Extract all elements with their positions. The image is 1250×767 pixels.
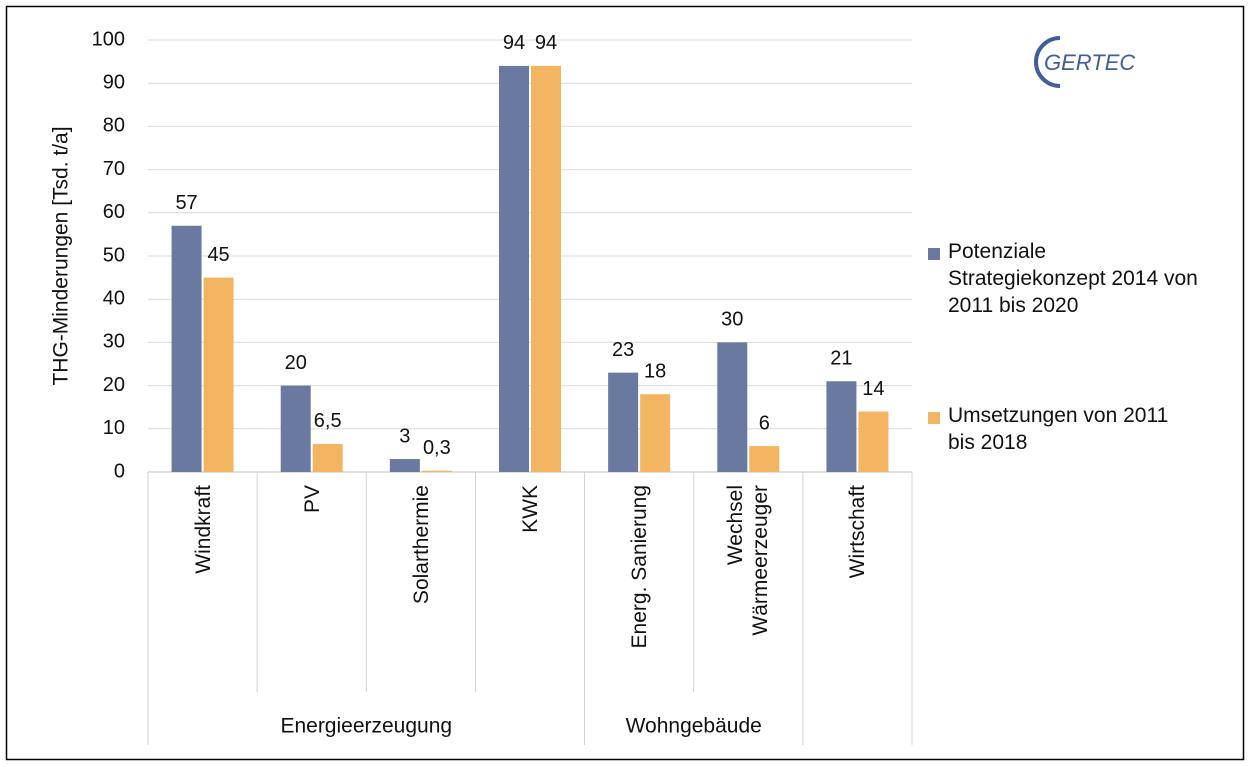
data-label: 94 <box>535 32 557 54</box>
bar <box>203 277 234 472</box>
x-tick-label: Wirtschaft <box>845 485 869 579</box>
legend-label: Potenziale Strategiekonzept 2014 von 201… <box>948 240 1198 317</box>
y-tick-label: 10 <box>103 417 125 439</box>
x-tick-label: PV <box>300 485 324 514</box>
x-tick-label: Energ. Sanierung <box>627 485 651 649</box>
data-label: 6,5 <box>314 410 342 432</box>
data-label: 30 <box>721 309 743 331</box>
logo: GERTEC <box>1044 50 1135 75</box>
bar <box>312 443 343 472</box>
frame <box>5 5 1245 761</box>
y-tick-label: 50 <box>103 244 125 266</box>
x-tick-label: Windkraft <box>191 485 215 574</box>
y-tick-label: 60 <box>103 201 125 223</box>
data-label: 45 <box>207 244 229 266</box>
x-tick-label: KWK <box>518 485 542 533</box>
data-label: 18 <box>644 361 666 383</box>
y-tick-label: 40 <box>103 287 125 309</box>
bar <box>640 394 671 472</box>
data-label: 6 <box>759 412 770 434</box>
data-label: 21 <box>830 348 852 370</box>
y-tick-label: 0 <box>114 460 125 482</box>
logo-arc <box>1034 36 1061 88</box>
bar <box>749 446 780 472</box>
data-label: 3 <box>399 425 410 447</box>
bar <box>531 65 561 473</box>
bar <box>499 65 529 473</box>
legend-swatch <box>928 248 940 260</box>
group-label: Wohngebäude <box>626 715 762 738</box>
y-axis-label: THG-Minderungen [Tsd. t/a] <box>50 126 73 385</box>
bar <box>171 225 202 472</box>
bar <box>717 342 748 472</box>
bar <box>421 470 452 472</box>
bar <box>858 411 889 472</box>
x-tick-label: Solarthermie <box>409 485 433 605</box>
y-tick-label: 30 <box>103 331 125 353</box>
data-label: 14 <box>862 378 884 400</box>
y-tick-label: 80 <box>103 115 125 137</box>
legend-label: Umsetzungen von 2011 bis 2018 <box>948 404 1169 454</box>
data-label: 57 <box>175 192 197 214</box>
y-tick-label: 90 <box>103 71 125 93</box>
y-tick-label: 100 <box>92 28 125 50</box>
data-label: 0,3 <box>423 437 451 459</box>
bar <box>826 381 857 472</box>
bar <box>389 459 420 472</box>
data-label: 20 <box>285 352 307 374</box>
y-tick-label: 70 <box>103 158 125 180</box>
bar <box>280 385 311 472</box>
bar <box>608 372 639 472</box>
y-tick-label: 20 <box>103 374 125 396</box>
data-label: 23 <box>612 339 634 361</box>
legend-swatch <box>928 412 940 424</box>
data-label: 94 <box>503 32 525 54</box>
x-tick-label: Wechsel Wärmeerzeuger <box>724 485 773 636</box>
group-label: Energieerzeugung <box>280 715 452 738</box>
